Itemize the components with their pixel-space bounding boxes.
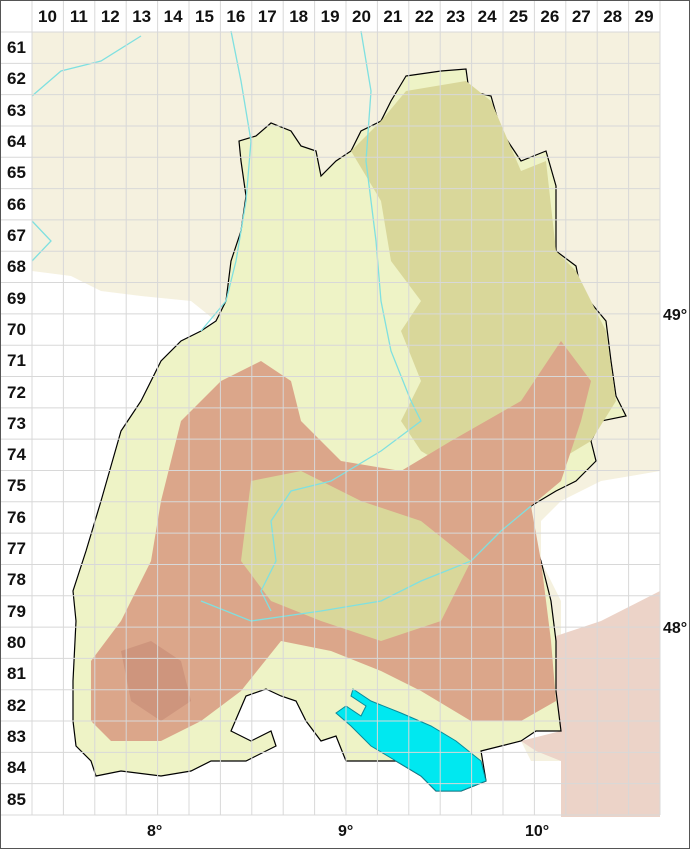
column-label: 27 [571, 7, 591, 26]
row-label: 67 [7, 225, 26, 245]
row-label: 79 [7, 601, 26, 621]
row-label: 70 [7, 319, 26, 339]
row-label: 85 [7, 789, 26, 809]
column-label: 20 [352, 7, 371, 26]
longitude-label-8: 8° [147, 823, 163, 840]
row-label: 80 [7, 633, 26, 653]
row-label: 72 [7, 382, 26, 402]
row-label: 63 [7, 100, 26, 120]
column-label: 19 [320, 7, 340, 26]
grid-lines [1, 1, 661, 816]
highland-region [121, 641, 191, 721]
latitude-label-49: 49° [663, 307, 688, 324]
column-label: 25 [509, 7, 528, 26]
row-label: 76 [7, 507, 26, 527]
column-label: 14 [163, 7, 183, 26]
river-main [31, 35, 142, 97]
column-label: 26 [540, 7, 560, 26]
valley-region [241, 471, 471, 641]
river-rhine [200, 30, 252, 332]
row-label: 62 [7, 69, 26, 89]
column-label: 11 [69, 7, 88, 26]
row-label: 68 [7, 257, 26, 277]
latitude-label-48: 48° [663, 620, 688, 637]
row-label: 78 [7, 570, 26, 590]
column-label: 29 [634, 7, 654, 26]
row-label: 69 [7, 288, 26, 308]
column-label: 15 [195, 7, 214, 26]
river-danube [200, 505, 532, 622]
longitude-label-10: 10° [525, 823, 550, 840]
row-label: 77 [7, 539, 26, 559]
column-label: 21 [383, 7, 403, 26]
column-label: 23 [446, 7, 466, 26]
column-label: 24 [477, 7, 497, 26]
row-label: 71 [7, 351, 26, 371]
row-label: 84 [7, 758, 26, 778]
row-label: 81 [7, 664, 26, 684]
row-label: 66 [7, 194, 26, 214]
row-label: 83 [7, 727, 26, 747]
row-label: 64 [7, 131, 26, 151]
column-label: 10 [38, 7, 57, 26]
row-label: 73 [7, 413, 26, 433]
row-label: 75 [7, 476, 26, 496]
row-label: 74 [7, 445, 26, 465]
lake-constance [335, 688, 487, 792]
column-label: 17 [257, 7, 277, 26]
column-label: 12 [100, 7, 120, 26]
row-label: 61 [7, 38, 26, 57]
longitude-label-9: 9° [338, 823, 354, 840]
column-label: 28 [603, 7, 623, 26]
column-label: 18 [289, 7, 309, 26]
rivers [31, 30, 532, 622]
column-label: 22 [414, 7, 434, 26]
column-label: 16 [226, 7, 246, 26]
river-neckar [260, 30, 422, 612]
row-label: 65 [7, 163, 26, 183]
row-label: 82 [7, 695, 26, 715]
river-west [31, 220, 52, 262]
column-label: 13 [132, 7, 152, 26]
